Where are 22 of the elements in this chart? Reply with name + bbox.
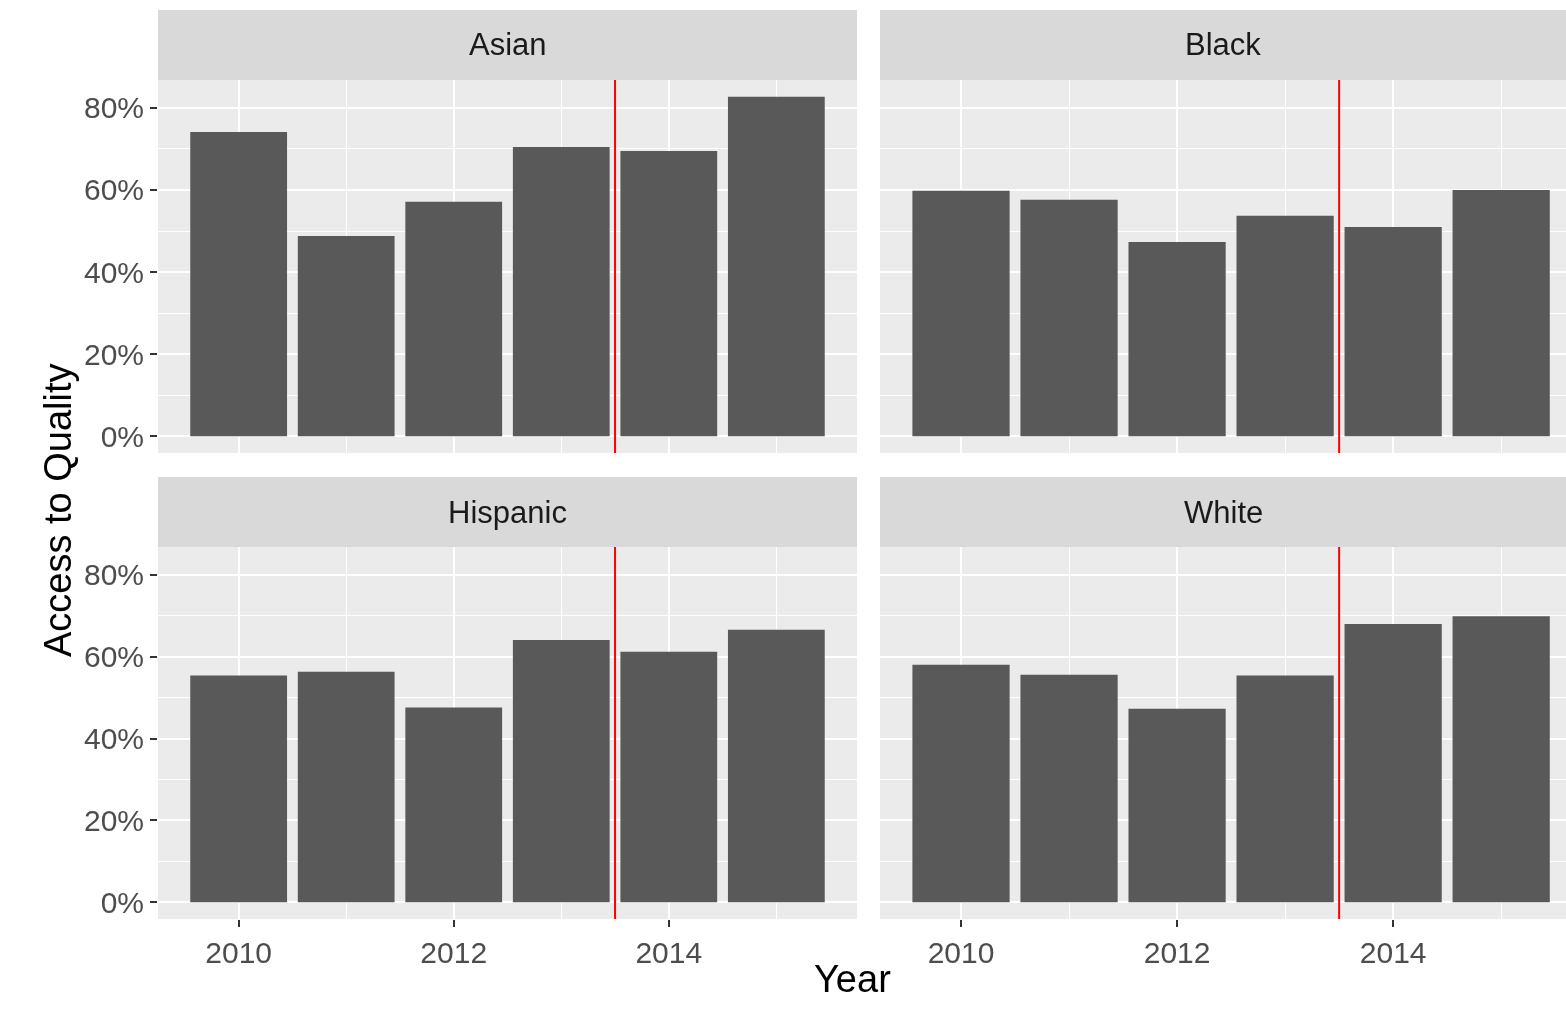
y-tick-label: 40% xyxy=(83,255,144,289)
y-axis-title: Access to Quality xyxy=(37,363,79,657)
y-tick-label: 80% xyxy=(83,91,144,125)
x-tick-label: 2014 xyxy=(635,936,703,969)
y-tick-label: 60% xyxy=(83,640,144,674)
y-tick-label: 80% xyxy=(83,558,144,592)
y-tick-label: 20% xyxy=(83,803,144,837)
y-tick-label: 0% xyxy=(100,885,144,919)
x-tick-label: 2010 xyxy=(927,936,995,969)
chart-title: Hispanic xyxy=(448,495,567,530)
y-tick-label: 20% xyxy=(83,337,144,371)
x-tick-label: 2012 xyxy=(420,936,488,969)
y-tick-label: 60% xyxy=(83,173,144,207)
y-tick-label: 40% xyxy=(83,722,144,756)
x-tick-label: 2014 xyxy=(1359,936,1427,969)
y-tick-label: 0% xyxy=(100,419,144,453)
chart-title: Asian xyxy=(469,27,547,62)
x-tick-label: 2010 xyxy=(205,936,273,969)
chart-title: White xyxy=(1184,495,1264,530)
chart-title: Black xyxy=(1185,27,1262,62)
x-axis-title: Year xyxy=(814,958,892,1000)
x-tick-label: 2012 xyxy=(1143,936,1211,969)
